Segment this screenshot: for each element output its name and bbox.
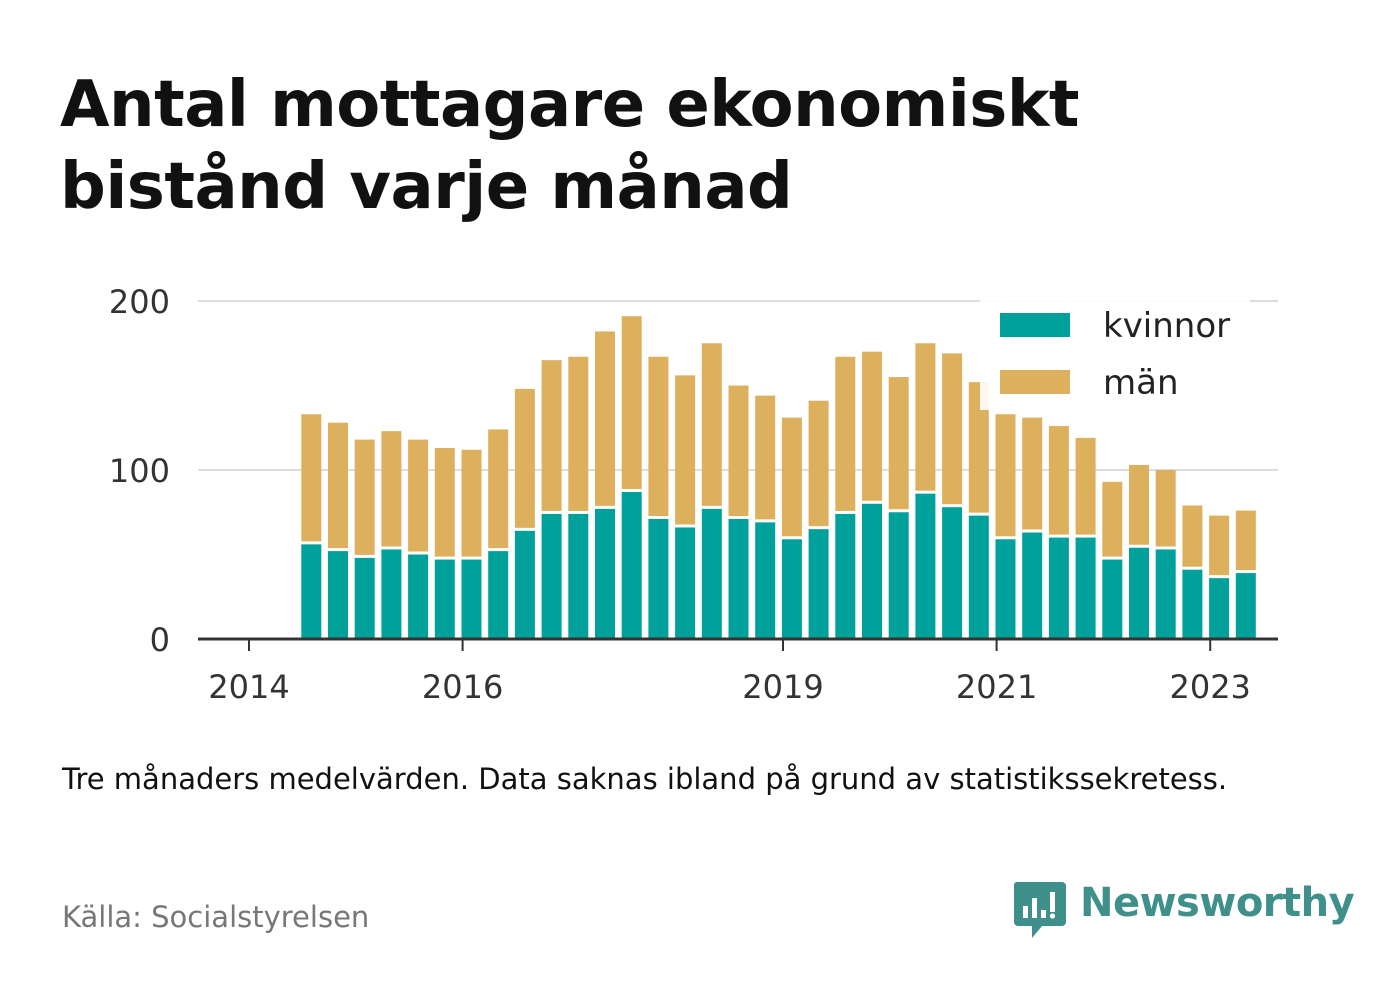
bar-man (1102, 481, 1123, 557)
bar-man (701, 343, 722, 506)
bar-man (888, 377, 909, 510)
bar-kvinnor (408, 554, 429, 639)
bar-kvinnor (514, 530, 535, 639)
bar-man (621, 316, 642, 489)
bar-man (808, 400, 829, 527)
bar-man (781, 417, 802, 537)
bar-man (541, 360, 562, 511)
bar-man (301, 414, 322, 542)
bar-kvinnor (488, 551, 509, 639)
bar-man (514, 388, 535, 528)
bar-kvinnor (755, 522, 776, 639)
chart-note: Tre månaders medelvärden. Data saknas ib… (62, 762, 1228, 796)
bar-kvinnor (728, 519, 749, 639)
bar-man (568, 356, 589, 511)
bar-kvinnor (1209, 578, 1230, 639)
bar-kvinnor (1022, 532, 1043, 639)
bar-kvinnor (888, 512, 909, 639)
bar-man (675, 375, 696, 525)
bar-man (354, 439, 375, 555)
bar-man (1022, 417, 1043, 530)
newsworthy-logo: Newsworthy (1012, 878, 1355, 948)
bar-man (648, 356, 669, 517)
y-tick-label: 200 (109, 283, 170, 321)
bar-man (381, 431, 402, 547)
x-tick-label: 2019 (742, 668, 823, 706)
y-tick-label: 0 (150, 621, 170, 659)
bar-man (1235, 510, 1256, 571)
bar-kvinnor (595, 508, 615, 639)
y-tick-label: 100 (109, 452, 170, 490)
bar-kvinnor (381, 549, 402, 639)
legend-label: män (1103, 363, 1179, 403)
newsworthy-wordmark: Newsworthy (1080, 880, 1355, 926)
bar-kvinnor (835, 513, 856, 639)
x-tick-label: 2016 (422, 668, 503, 706)
bar-kvinnor (461, 559, 482, 639)
bar-kvinnor (328, 551, 348, 639)
bar-man (1129, 464, 1149, 545)
bar-man (835, 356, 856, 511)
bar-man (461, 449, 482, 557)
bar-man (1048, 426, 1069, 535)
bar-man (942, 353, 963, 505)
bar-man (328, 422, 348, 549)
bar-man (434, 448, 455, 557)
bar-kvinnor (995, 539, 1016, 639)
bar-kvinnor (808, 529, 829, 639)
bar-man (755, 395, 776, 520)
bar-kvinnor (675, 527, 696, 639)
bar-kvinnor (1182, 569, 1203, 639)
bar-kvinnor (434, 559, 455, 639)
bar-kvinnor (354, 557, 375, 639)
chart-title: Antal mottagare ekonomiskt bistånd varje… (60, 68, 1080, 224)
source-credit: Källa: Socialstyrelsen (62, 900, 370, 934)
bar-man (1155, 470, 1176, 547)
bar-man (862, 351, 882, 501)
axes: 0 100 200 2014 2016 2019 2021 2023 (109, 283, 1278, 706)
bar-kvinnor (701, 508, 722, 639)
bar-kvinnor (621, 491, 642, 639)
bar-kvinnor (1155, 549, 1176, 639)
bar-man (1075, 437, 1096, 535)
legend: kvinnor män (980, 300, 1250, 410)
bar-kvinnor (781, 539, 802, 639)
legend-swatch (1000, 370, 1070, 394)
bar-kvinnor (541, 513, 562, 639)
bar-man (408, 439, 429, 552)
bar-kvinnor (942, 507, 963, 639)
bar-kvinnor (568, 513, 589, 639)
bar-kvinnor (1102, 559, 1123, 639)
bar-kvinnor (1235, 573, 1256, 639)
legend-swatch (1000, 313, 1070, 337)
bar-man (995, 414, 1016, 537)
bar-man (728, 385, 749, 517)
legend-label: kvinnor (1103, 306, 1230, 346)
bar-kvinnor (915, 493, 936, 639)
bar-kvinnor (648, 519, 669, 639)
bar-man (595, 331, 615, 506)
bar-man (968, 382, 989, 513)
x-tick-label: 2021 (956, 668, 1037, 706)
bar-man (915, 343, 936, 491)
bar-kvinnor (1075, 537, 1096, 639)
bar-man (1182, 505, 1203, 567)
x-tick-label: 2023 (1169, 668, 1250, 706)
bar-kvinnor (1048, 537, 1069, 639)
bar-man (488, 429, 509, 549)
bar-kvinnor (301, 544, 322, 639)
bar-kvinnor (968, 515, 989, 639)
newsworthy-logo-icon (1013, 882, 1066, 938)
bars (301, 316, 1256, 639)
bar-kvinnor (862, 503, 882, 639)
x-tick-label: 2014 (208, 668, 289, 706)
bar-kvinnor (1129, 547, 1149, 639)
bar-man (1209, 515, 1230, 576)
